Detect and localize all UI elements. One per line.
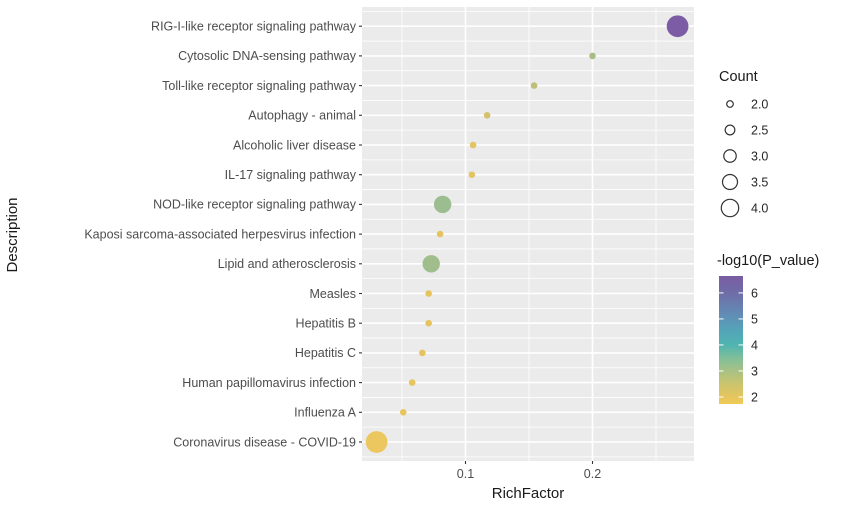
data-point-bubble [469, 141, 477, 149]
data-point-bubble [483, 112, 491, 119]
y-axis-title: Description [4, 197, 21, 272]
legend-colorbar-items: 6 5 4 3 2 [719, 276, 758, 404]
data-point-bubble [408, 379, 416, 386]
data-point-bubble [589, 52, 596, 60]
legend-count-circle [723, 149, 737, 163]
y-category-label: Toll-like receptor signaling pathway [162, 79, 357, 93]
y-category-label: Coronavirus disease - COVID-19 [173, 435, 356, 449]
legend-colorbar-title: -log10(P_value) [717, 253, 819, 269]
x-axis-title: RichFactor [492, 485, 565, 502]
y-category-label: Alcoholic liver disease [233, 138, 356, 152]
colorbar-tick-label: 2 [751, 390, 758, 404]
legend-count-circle [721, 173, 739, 191]
legend-colorbar: -log10(P_value) 6 5 4 3 2 [717, 253, 819, 404]
data-point-bubble [433, 195, 452, 214]
y-category-label: Kaposi sarcoma-associated herpesvirus in… [84, 227, 356, 241]
colorbar-tick-label: 3 [751, 364, 758, 378]
data-point-bubble [399, 409, 407, 416]
axes: 0.1 0.2 RIG-I-like receptor signaling path… [84, 20, 601, 482]
data-point-bubble [425, 290, 432, 297]
colorbar-gradient [719, 276, 743, 404]
colorbar-tick-label: 5 [751, 312, 758, 326]
legend-count-circle [720, 198, 740, 218]
data-point-bubble [365, 431, 388, 453]
x-tick-label: 0.1 [457, 467, 474, 481]
data-point-bubble [436, 230, 444, 238]
legend-count-circle [726, 100, 734, 108]
legend-count-label: 3.0 [751, 150, 768, 164]
legend-count-label: 2.0 [751, 98, 768, 112]
legend-count-label: 3.5 [751, 176, 768, 190]
plot-panel [362, 7, 694, 461]
legend-count-title: Count [719, 69, 758, 85]
data-point-bubble [666, 15, 689, 38]
data-points [365, 15, 689, 453]
y-category-label: Influenza A [294, 406, 357, 420]
y-category-label: Hepatitis B [296, 317, 356, 331]
y-category-label: Autophagy - animal [248, 109, 356, 123]
data-point-bubble [468, 171, 476, 178]
y-category-label: NOD-like receptor signaling pathway [153, 198, 357, 212]
data-point-bubble [422, 255, 440, 273]
legend-count-circle [724, 124, 736, 136]
data-point-bubble [530, 82, 538, 89]
data-point-bubble [419, 349, 426, 357]
y-category-label: IL-17 signaling pathway [225, 168, 357, 182]
x-tick-label: 0.2 [584, 467, 601, 481]
legend-count-label: 2.5 [751, 124, 768, 138]
data-point-bubble [425, 319, 432, 327]
colorbar-tick-label: 4 [751, 338, 758, 352]
y-category-label: Cytosolic DNA-sensing pathway [178, 49, 357, 63]
legend-count: Count 2.0 2.5 3.0 3.5 4.0 [719, 69, 768, 218]
y-category-label: Measles [309, 287, 356, 301]
legend-count-items: 2.0 2.5 3.0 3.5 4.0 [720, 98, 768, 218]
legend-count-label: 4.0 [751, 202, 768, 216]
colorbar-tick-label: 6 [751, 286, 758, 300]
y-category-label: Human papillomavirus infection [182, 376, 356, 390]
y-category-label: RIG-I-like receptor signaling pathway [151, 20, 357, 34]
y-category-label: Hepatitis C [295, 346, 356, 360]
y-category-label: Lipid and atherosclerosis [218, 257, 356, 271]
